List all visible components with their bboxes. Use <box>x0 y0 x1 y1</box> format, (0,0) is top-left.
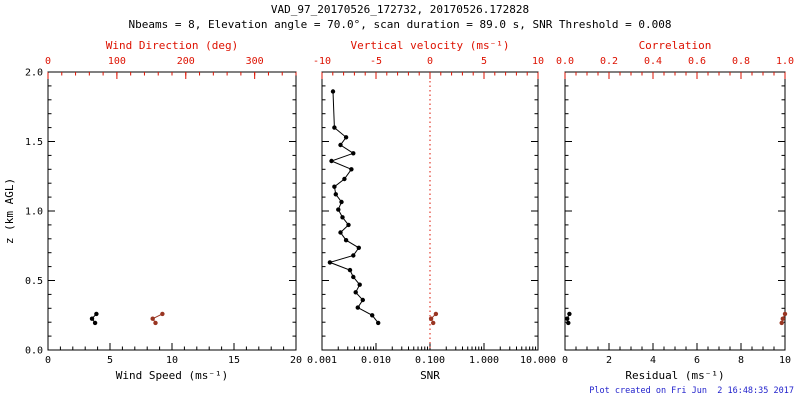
vertical-velocity-point <box>431 320 436 326</box>
snr-profile-point <box>357 282 362 287</box>
panel-residual: 0 2 4 6 8 10 Residual (ms⁻¹) 0.0 0.2 0.4 0.6 0.8 1.0… <box>556 39 794 382</box>
y-axis-tick-label: 0.5 <box>25 276 43 287</box>
top-axis-tick-label: 0.8 <box>732 56 750 67</box>
snr-profile-point <box>351 151 356 156</box>
y-axis-tick-label: 1.5 <box>25 137 43 148</box>
bottom-axis-tick-label: 0.010 <box>361 355 391 366</box>
snr-profile-point <box>343 238 349 243</box>
top-axis-title: Vertical velocity (ms⁻¹) <box>351 39 510 52</box>
top-axis-tick-label: 10 <box>532 56 544 67</box>
residual-point <box>565 316 570 321</box>
snr-profile-point <box>370 313 375 318</box>
snr-profile-point <box>342 176 347 182</box>
bottom-axis-tick-label: 10 <box>166 355 178 366</box>
top-axis-tick-label: 1.0 <box>776 56 794 67</box>
bottom-axis-tick-label: 0 <box>562 355 568 366</box>
bottom-axis-tick-label: 4 <box>650 355 656 366</box>
bottom-axis-title: SNR <box>420 369 440 382</box>
correlation-point <box>782 311 788 317</box>
bottom-axis-tick-label: 8 <box>738 355 744 366</box>
wind-speed-point <box>89 316 95 321</box>
bottom-axis-tick-label: 0.001 <box>307 355 337 366</box>
bottom-axis-tick-label: 1.000 <box>469 355 499 366</box>
wind-direction-point <box>160 311 165 317</box>
snr-profile-point <box>332 184 337 189</box>
snr-profile-point <box>336 207 341 212</box>
vertical-velocity-point <box>428 316 434 321</box>
bottom-axis-tick-label: 0 <box>45 355 51 366</box>
snr-profile-point <box>376 320 381 326</box>
bottom-axis-tick-label: 0.100 <box>415 355 445 366</box>
correlation-point <box>779 320 784 326</box>
y-axis-tick-label: 0.0 <box>25 346 43 357</box>
wind-direction-point <box>150 316 155 321</box>
panel-wind: 0 5 10 15 20 Wind Speed (ms⁻¹) 0 100 200 300 Wind … <box>3 39 302 382</box>
snr-profile-point <box>329 158 334 164</box>
top-axis-tick-label: 300 <box>246 56 264 67</box>
y-axis-tick-label: 2.0 <box>25 68 43 79</box>
panel-frame <box>47 71 297 351</box>
panel-snr: 0.001 0.010 0.100 1.000 10.000 SNR -10 -5 0 5 10 Ve… <box>307 39 556 382</box>
top-axis-tick-label: 5 <box>481 56 487 67</box>
snr-profile-point <box>330 89 336 94</box>
snr-profile-point <box>332 125 337 130</box>
correlation-point <box>780 316 785 321</box>
snr-profile-point <box>327 260 333 265</box>
bottom-axis-tick-label: 10 <box>779 355 791 366</box>
y-axis-tick-label: 1.0 <box>25 207 43 218</box>
snr-profile-point <box>339 199 344 205</box>
snr-profile-point <box>347 267 353 273</box>
bottom-axis-tick-label: 5 <box>107 355 113 366</box>
wind-speed-point <box>94 311 99 317</box>
snr-profile-point <box>355 305 360 310</box>
top-axis-tick-label: 0 <box>427 56 433 67</box>
top-axis-title: Wind Direction (deg) <box>106 39 238 52</box>
top-axis-tick-label: 0.2 <box>600 56 618 67</box>
snr-profile-point <box>353 290 358 295</box>
wind-direction-point <box>153 320 158 326</box>
top-axis-title: Correlation <box>639 39 712 52</box>
bottom-axis-tick-label: 10.000 <box>520 355 556 366</box>
bottom-axis-title: Residual (ms⁻¹) <box>625 369 724 382</box>
snr-profile-point <box>360 297 365 303</box>
snr-profile-point <box>356 245 361 250</box>
snr-profile-point <box>340 215 345 220</box>
snr-profile-point <box>351 253 356 258</box>
top-axis-tick-label: -5 <box>370 56 382 67</box>
bottom-axis-tick-label: 6 <box>694 355 700 366</box>
top-axis-tick-label: 200 <box>177 56 195 67</box>
snr-profile-point <box>343 135 349 140</box>
plot-title: VAD_97_20170526_172732, 20170526.172828 <box>270 3 530 16</box>
bottom-axis-tick-label: 2 <box>606 355 612 366</box>
vertical-velocity-point <box>433 311 439 317</box>
top-axis-tick-label: 0.6 <box>688 56 706 67</box>
residual-point <box>566 320 571 326</box>
snr-profile-point <box>351 274 356 280</box>
snr-profile-point <box>349 167 354 172</box>
snr-profile-point <box>346 222 351 228</box>
bottom-axis-tick-label: 15 <box>228 355 240 366</box>
plot-created-timestamp: Plot created on Fri Jun 2 16:48:35 2017 <box>589 386 794 396</box>
top-axis-tick-label: 0.4 <box>644 56 662 67</box>
panel-frame <box>564 71 786 351</box>
snr-profile-line <box>328 91 379 324</box>
wind-speed-point <box>92 320 98 326</box>
top-axis-tick-label: -10 <box>313 56 331 67</box>
top-axis-tick-label: 0.0 <box>556 56 574 67</box>
snr-profile-point <box>338 142 343 148</box>
snr-profile-point <box>338 230 343 235</box>
top-axis-tick-label: 100 <box>108 56 126 67</box>
residual-point <box>567 311 572 317</box>
top-axis-tick-label: 0 <box>45 56 51 67</box>
y-axis-title: z (km AGL) <box>3 178 16 244</box>
bottom-axis-title: Wind Speed (ms⁻¹) <box>116 369 229 382</box>
plot-subtitle: Nbeams = 8, Elevation angle = 70.0°, sca… <box>128 18 672 31</box>
bottom-axis-tick-label: 20 <box>290 355 302 366</box>
snr-profile-point <box>333 192 338 197</box>
